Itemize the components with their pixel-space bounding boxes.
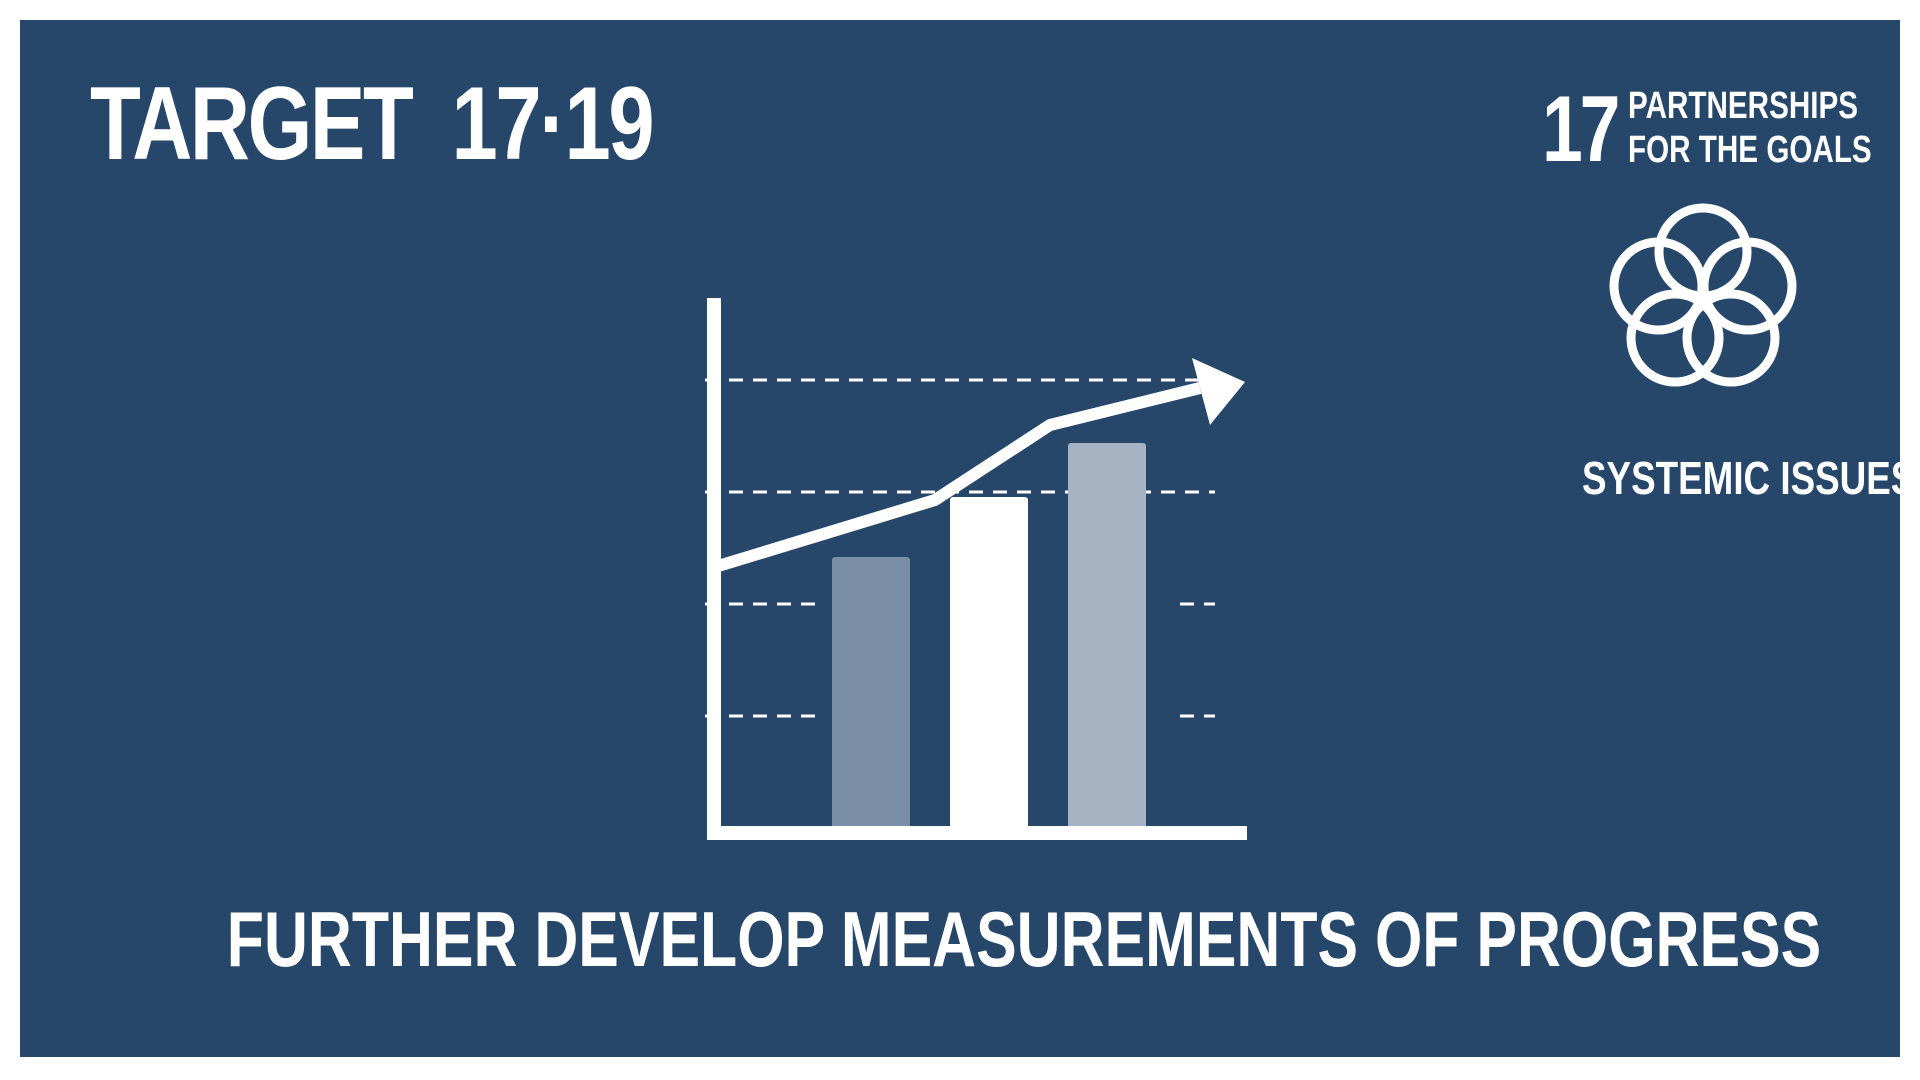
five-rings-icon <box>1609 203 1797 387</box>
bar-1 <box>832 557 910 832</box>
x-axis <box>707 826 1247 840</box>
bar-3 <box>1068 443 1146 832</box>
target-heading: TARGET 17·19 <box>90 72 655 176</box>
trend-line <box>713 382 1202 573</box>
goal-name: PARTNERSHIPS FOR THE GOALS <box>1628 84 1872 172</box>
goal-name-line-2: FOR THE GOALS <box>1628 129 1872 171</box>
bar-2 <box>950 497 1028 832</box>
goal-number: 17 <box>1542 76 1620 181</box>
rising-bar-chart-icon <box>705 298 1247 840</box>
trend-arrowhead <box>1192 358 1245 425</box>
chart-axes <box>707 298 1247 840</box>
y-axis <box>707 298 721 838</box>
target-number: 17·19 <box>451 66 654 182</box>
target-card: TARGET 17·19 17 PARTNERSHIPS FOR THE GOAL… <box>20 20 1916 1057</box>
target-word: TARGET <box>90 66 414 182</box>
category-label: SYSTEMIC ISSUES <box>1582 452 1916 504</box>
dashed-gridlines <box>705 378 1215 718</box>
goal-name-line-1: PARTNERSHIPS <box>1628 85 1859 127</box>
target-caption: FURTHER DEVELOP MEASUREMENTS OF PROGRESS <box>226 895 1822 983</box>
